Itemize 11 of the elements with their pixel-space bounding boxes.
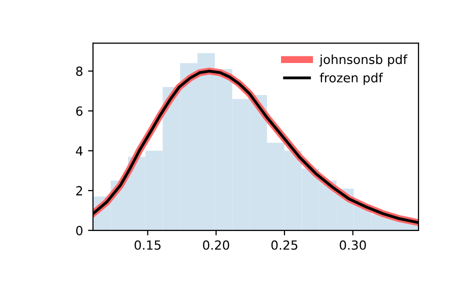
x-tick-label: 0.15	[134, 240, 161, 250]
y-tick-label: 6	[76, 106, 82, 116]
x-tick-label: 0.25	[271, 240, 298, 250]
x-tick-label: 0.30	[340, 240, 366, 250]
legend-label: frozen pdf	[320, 72, 384, 85]
legend-label: johnsonsb pdf	[319, 54, 408, 67]
y-tick-label: 8	[76, 66, 82, 76]
y-tick-label: 4	[76, 146, 83, 156]
y-tick-label: 2	[76, 186, 82, 196]
y-tick-label: 0	[76, 226, 82, 236]
x-tick-label: 0.20	[202, 240, 230, 250]
